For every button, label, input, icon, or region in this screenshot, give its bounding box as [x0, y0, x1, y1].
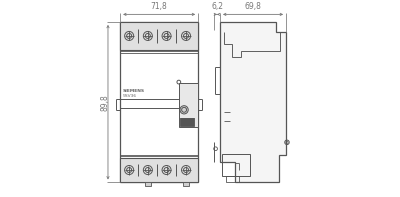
Bar — [226, 176, 239, 182]
Circle shape — [180, 106, 188, 114]
Bar — [120, 158, 198, 182]
Bar — [120, 22, 198, 50]
Bar — [179, 83, 198, 127]
Text: 89,8: 89,8 — [100, 94, 109, 111]
Text: 5SV36: 5SV36 — [122, 94, 136, 98]
Bar — [183, 182, 189, 187]
Text: 69,8: 69,8 — [244, 2, 262, 11]
Bar — [120, 22, 198, 182]
Polygon shape — [220, 22, 286, 182]
Bar — [145, 182, 151, 187]
Bar — [120, 99, 198, 108]
Text: 71,8: 71,8 — [151, 2, 168, 11]
Bar — [180, 118, 194, 126]
Text: 6,2: 6,2 — [211, 2, 223, 11]
Bar — [222, 154, 250, 176]
Text: SIEMENS: SIEMENS — [122, 89, 144, 93]
